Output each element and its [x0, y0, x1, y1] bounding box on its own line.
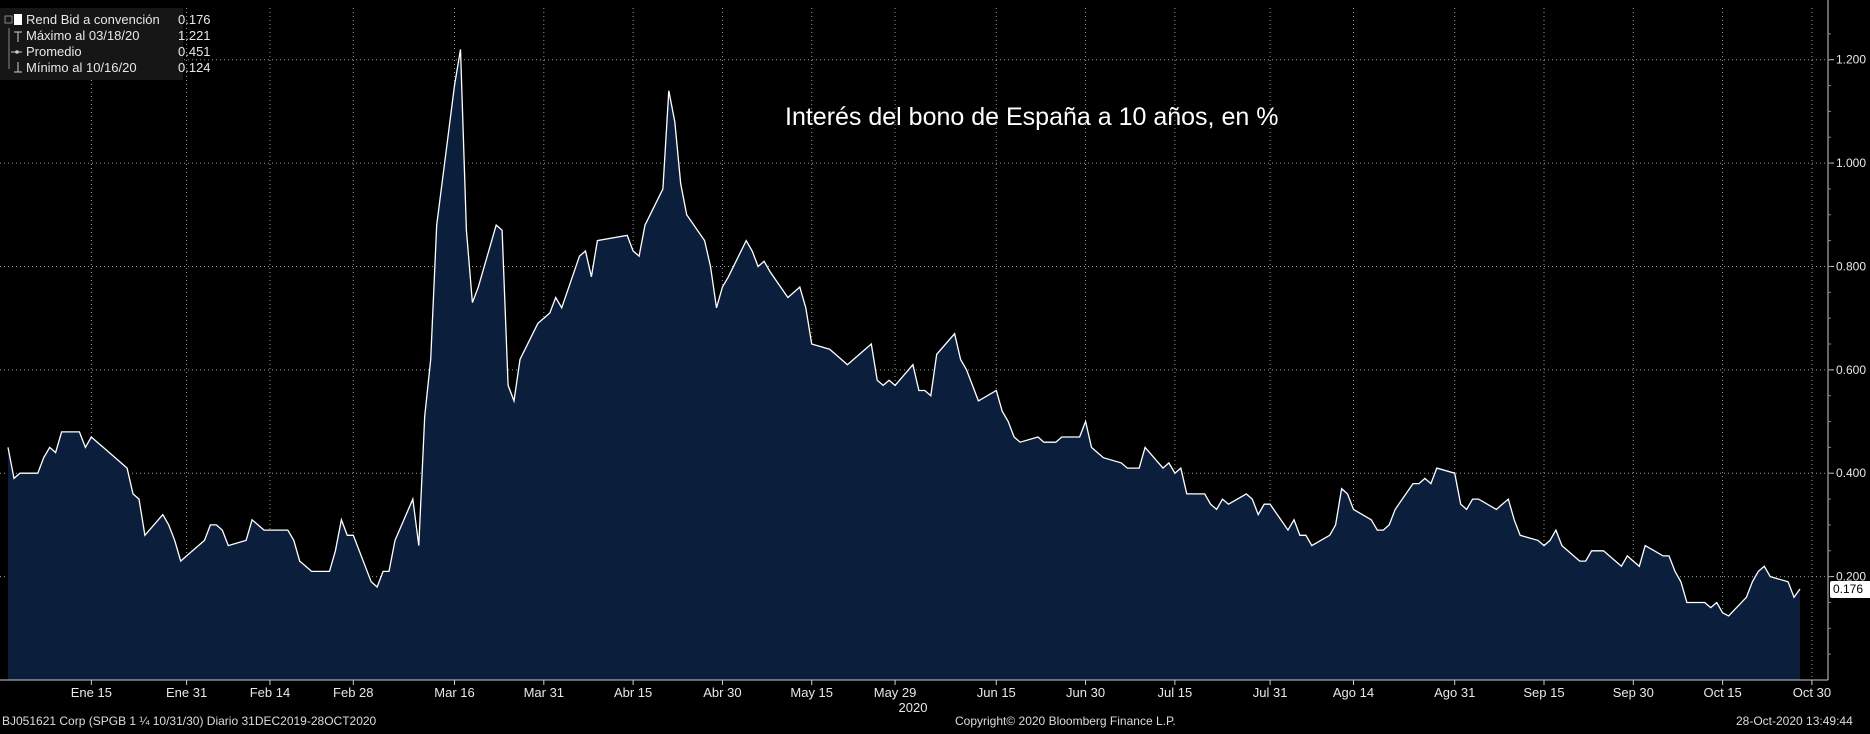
average-marker-icon [8, 44, 22, 60]
min-marker-icon [8, 60, 22, 73]
x-axis-ticks: Ene 15 Ene 31 Feb 14 Feb 28 Mar 16 Mar 31 Abr … [71, 680, 1831, 700]
x-tick-label: Abr 15 [614, 685, 652, 700]
legend-label: Mínimo al 10/16/20 [26, 60, 137, 75]
legend-label: Promedio [26, 44, 82, 59]
x-tick-label: Jun 15 [977, 685, 1016, 700]
x-tick-label: Jul 31 [1253, 685, 1288, 700]
footer-copyright: Copyright© 2020 Bloomberg Finance L.P. [955, 714, 1176, 728]
footer-timestamp: 28-Oct-2020 13:49:44 [1736, 714, 1853, 728]
x-tick-label: Jul 15 [1158, 685, 1193, 700]
series-area-fill [8, 49, 1800, 680]
x-tick-label: Ene 31 [166, 685, 207, 700]
x-tick-label: Feb 14 [250, 685, 290, 700]
legend-value: 0.176 [178, 12, 211, 27]
x-axis-year-label: 2020 [899, 700, 928, 715]
x-tick-label: Oct 30 [1793, 685, 1831, 700]
legend: Rend Bid a convención 0.176 Máximo al 03… [0, 8, 211, 80]
y-tick-label: 0.600 [1836, 363, 1866, 377]
y-tick-label: 1.000 [1836, 156, 1866, 170]
x-tick-label: Ago 31 [1434, 685, 1475, 700]
y-tick-label: 1.200 [1836, 53, 1866, 67]
series-line [7, 49, 1801, 617]
x-tick-label: Mar 31 [524, 685, 564, 700]
last-value-label: 0.176 [1833, 582, 1863, 596]
last-value-box [1830, 581, 1870, 599]
x-tick-label: Sep 30 [1613, 685, 1654, 700]
legend-label: Máximo al 03/18/20 [26, 28, 140, 43]
x-tick-label: Sep 15 [1523, 685, 1564, 700]
axes [0, 0, 1829, 681]
legend-label: Rend Bid a convención [26, 12, 160, 27]
legend-square-icon [4, 14, 22, 25]
y-axis-ticks: 0.200 0.400 0.600 0.800 1.000 1.200 [1828, 33, 1866, 655]
x-tick-label: May 29 [874, 685, 917, 700]
x-tick-label: Feb 28 [333, 685, 373, 700]
x-tick-label: Jun 30 [1066, 685, 1105, 700]
y-tick-label: 0.200 [1836, 570, 1866, 584]
legend-value: 0.451 [178, 44, 211, 59]
footer-security-info: BJ051621 Corp (SPGB 1 ¼ 10/31/30) Diario… [2, 714, 377, 728]
x-tick-label: Abr 30 [703, 685, 741, 700]
x-tick-label: Oct 15 [1703, 685, 1741, 700]
legend-value: 1.221 [178, 28, 211, 43]
y-tick-label: 0.800 [1836, 259, 1866, 273]
last-value-marker: 0.176 [1830, 581, 1870, 599]
x-tick-label: Mar 16 [434, 685, 474, 700]
x-tick-label: Ene 15 [71, 685, 112, 700]
x-tick-label: May 15 [790, 685, 833, 700]
max-marker-icon [8, 28, 22, 44]
x-tick-label: Ago 14 [1333, 685, 1374, 700]
chart-title: Interés del bono de España a 10 años, en… [785, 103, 1279, 131]
y-tick-label: 0.400 [1836, 466, 1866, 480]
legend-value: 0.124 [178, 60, 211, 75]
